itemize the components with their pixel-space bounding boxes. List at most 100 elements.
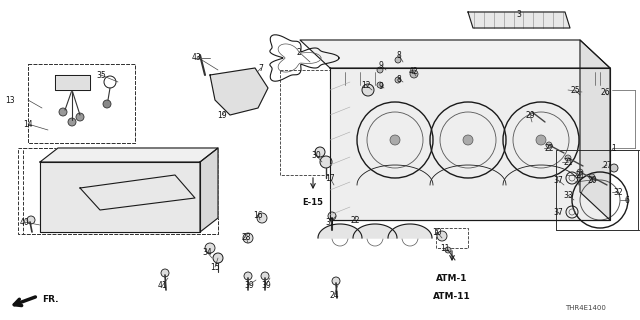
Circle shape [546,142,552,148]
Circle shape [377,82,383,88]
Circle shape [320,156,332,168]
Text: 3: 3 [516,10,522,19]
Circle shape [536,135,546,145]
Text: 30: 30 [311,150,321,159]
Circle shape [577,169,583,175]
Bar [556,150,638,230]
Text: 21: 21 [563,157,573,166]
Circle shape [76,113,84,121]
Circle shape [27,216,35,224]
Circle shape [67,203,77,213]
Circle shape [107,162,113,168]
Polygon shape [40,162,200,232]
Circle shape [315,147,325,157]
Polygon shape [468,12,570,28]
Text: E-15: E-15 [303,198,323,207]
Bar [23,148,218,234]
Text: ATM-11: ATM-11 [433,292,471,301]
Polygon shape [200,148,218,232]
Text: 1: 1 [612,143,616,153]
Text: 17: 17 [325,173,335,182]
Circle shape [243,233,253,243]
Polygon shape [318,224,362,238]
Text: 38: 38 [175,162,185,171]
Circle shape [257,213,267,223]
Text: 26: 26 [600,87,610,97]
Text: 23: 23 [197,188,207,196]
Text: 29: 29 [525,110,535,119]
Text: 16: 16 [253,211,263,220]
Text: 43: 43 [192,52,202,61]
Circle shape [589,174,595,180]
Text: 22: 22 [350,215,360,225]
Circle shape [205,243,215,253]
Text: 18: 18 [51,201,61,210]
Text: 36: 36 [181,197,191,206]
Text: 35: 35 [96,70,106,79]
Circle shape [161,269,169,277]
Text: 19: 19 [217,110,227,119]
Circle shape [445,247,451,253]
Polygon shape [80,175,195,210]
Circle shape [565,155,571,161]
Circle shape [410,70,418,78]
Bar [556,150,640,230]
Text: 10: 10 [432,228,442,236]
Circle shape [328,212,336,220]
Text: 27: 27 [602,161,612,170]
Text: 42: 42 [408,67,418,76]
Text: 37: 37 [553,207,563,217]
Text: 15: 15 [210,262,220,271]
Polygon shape [210,68,268,115]
Circle shape [59,108,67,116]
Text: 5: 5 [136,181,141,190]
Bar [28,64,135,143]
Text: FR.: FR. [42,295,58,305]
Polygon shape [353,224,397,238]
Text: 24: 24 [329,291,339,300]
Polygon shape [388,224,432,238]
Polygon shape [300,40,610,68]
Circle shape [103,100,111,108]
Polygon shape [330,68,610,220]
Text: 25: 25 [570,85,580,94]
Circle shape [610,164,618,172]
Text: 11: 11 [440,244,450,252]
Text: 12: 12 [361,81,371,90]
Bar [436,228,468,248]
Circle shape [69,221,75,227]
Circle shape [390,135,400,145]
Circle shape [147,162,153,168]
Circle shape [213,253,223,263]
Text: 39: 39 [261,281,271,290]
Text: 33: 33 [563,190,573,199]
Text: 4: 4 [207,150,211,159]
Circle shape [362,84,374,96]
Circle shape [244,272,252,280]
Text: 13: 13 [5,95,15,105]
Text: 34: 34 [202,247,212,257]
Text: 9: 9 [379,82,383,91]
Circle shape [395,57,401,63]
Text: 38: 38 [146,148,156,157]
Text: 31: 31 [325,218,335,227]
Text: 28: 28 [241,233,251,242]
Circle shape [68,118,76,126]
Polygon shape [40,148,218,162]
Bar [28,64,135,143]
Circle shape [261,272,269,280]
Text: 2: 2 [296,47,301,57]
Circle shape [332,277,340,285]
Text: 41: 41 [157,282,167,291]
Text: 8: 8 [397,51,401,60]
Circle shape [395,77,401,83]
Text: 32: 32 [613,188,623,196]
Text: 8: 8 [397,75,401,84]
Circle shape [67,162,73,168]
Polygon shape [55,75,90,90]
Polygon shape [580,40,610,220]
Circle shape [172,162,178,168]
Text: 40: 40 [19,218,29,227]
Text: 7: 7 [259,63,264,73]
Text: 22: 22 [544,143,554,153]
